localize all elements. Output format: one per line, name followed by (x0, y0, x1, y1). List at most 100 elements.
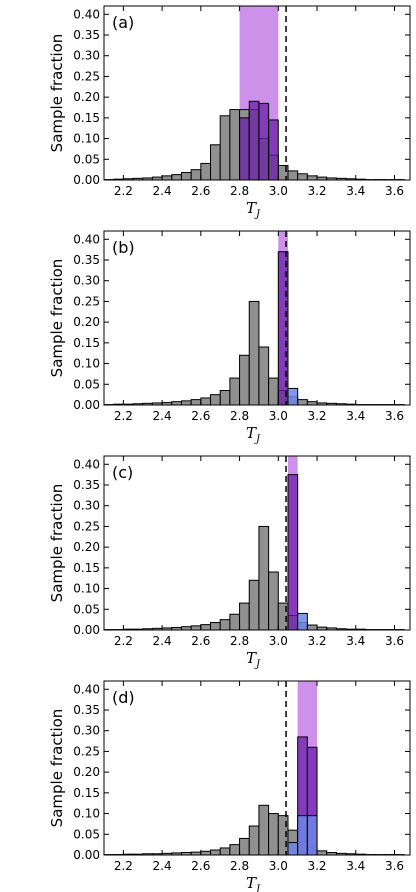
y-tick-label: 0.25 (73, 519, 100, 533)
y-tick-label: 0.20 (73, 540, 100, 554)
gray-bar (200, 850, 212, 856)
axes-frame (103, 455, 411, 631)
gray-bar (316, 850, 328, 856)
x-tick-label: 3.0 (269, 409, 288, 423)
purple-bar (287, 474, 299, 631)
x-tick-label: 3.0 (269, 634, 288, 648)
x-tick-label: 3.6 (385, 409, 404, 423)
gray-bar (219, 847, 231, 856)
panel-label: (b) (112, 238, 135, 257)
gray-bar (306, 624, 318, 631)
x-tick-label: 2.4 (153, 184, 172, 198)
gray-bar (200, 162, 212, 181)
blue-bar (297, 815, 308, 856)
gray-bar (190, 169, 202, 181)
y-tick-label: 0.00 (73, 848, 100, 862)
gray-bar (229, 377, 241, 406)
x-tick-label: 2.8 (230, 409, 249, 423)
x-tick-label: 2.8 (230, 859, 249, 873)
x-tick-label: 2.2 (114, 409, 133, 423)
axes-frame (103, 680, 411, 856)
x-tick-label: 2.2 (114, 859, 133, 873)
y-axis-label: Sample fraction (48, 709, 66, 828)
y-tick-label: 0.35 (73, 253, 100, 267)
y-tick-label: 0.25 (73, 744, 100, 758)
gray-bar (210, 622, 221, 631)
purple-bar (239, 117, 250, 181)
x-tick-label: 2.6 (191, 634, 210, 648)
gray-bar (258, 346, 270, 406)
gray-bar (219, 115, 231, 181)
gray-bar (239, 837, 250, 856)
gray-bar (219, 390, 231, 406)
gray-bar (219, 619, 231, 631)
gray-bar (171, 174, 182, 181)
y-tick-label: 0.10 (73, 132, 100, 146)
x-tick-label: 3.4 (346, 184, 365, 198)
purple-bar (258, 102, 270, 181)
y-tick-label: 0.05 (73, 377, 100, 391)
gray-bar (297, 399, 308, 406)
x-tick-label: 2.8 (230, 634, 249, 648)
gray-bar (268, 377, 279, 406)
panel-label: (d) (112, 688, 135, 707)
y-tick-label: 0.10 (73, 357, 100, 371)
y-tick-label: 0.30 (73, 274, 100, 288)
x-axis-label: TJ (246, 424, 261, 445)
x-tick-label: 3.2 (307, 859, 326, 873)
blue-bar (287, 387, 299, 406)
x-tick-label: 2.8 (230, 184, 249, 198)
gray-bar (297, 173, 308, 181)
x-tick-label: 2.4 (153, 859, 172, 873)
axes-frame (103, 5, 411, 181)
gray-bar (239, 354, 250, 406)
purple-bar (248, 100, 260, 181)
x-tick-label: 3.2 (307, 184, 326, 198)
x-tick-label: 2.6 (191, 859, 210, 873)
gray-bar (200, 397, 212, 406)
y-tick-label: 0.10 (73, 807, 100, 821)
y-tick-label: 0.15 (73, 786, 100, 800)
y-tick-label: 0.40 (73, 682, 100, 696)
y-tick-label: 0.00 (73, 398, 100, 412)
y-tick-label: 0.20 (73, 315, 100, 329)
gray-bar (180, 172, 192, 181)
gray-bar (287, 170, 299, 181)
y-tick-label: 0.25 (73, 69, 100, 83)
y-tick-label: 0.20 (73, 90, 100, 104)
y-tick-label: 0.40 (73, 232, 100, 246)
gray-bar (248, 579, 260, 631)
x-axis-label: TJ (246, 199, 261, 220)
y-tick-label: 0.00 (73, 623, 100, 637)
x-tick-label: 3.6 (385, 859, 404, 873)
blue-bar (287, 842, 299, 856)
x-tick-label: 2.6 (191, 184, 210, 198)
gray-bar (210, 849, 221, 856)
y-tick-label: 0.25 (73, 294, 100, 308)
gray-bar (268, 571, 279, 631)
y-axis-label: Sample fraction (48, 34, 66, 153)
y-tick-label: 0.15 (73, 561, 100, 575)
y-tick-label: 0.35 (73, 478, 100, 492)
gray-bar (190, 625, 202, 631)
x-tick-label: 3.4 (346, 409, 365, 423)
x-tick-label: 3.4 (346, 634, 365, 648)
x-tick-label: 3.0 (269, 859, 288, 873)
gray-bar (229, 844, 241, 856)
gray-bar (161, 175, 173, 181)
gray-bar (268, 813, 279, 856)
gray-bar (306, 175, 318, 181)
panel-b: 0.00 0.05 0.10 0.15 0.20 0.25 0.30 0.35 0.40 2.2 2… (48, 230, 411, 445)
x-tick-label: 2.6 (191, 409, 210, 423)
y-tick-label: 0.15 (73, 336, 100, 350)
y-tick-label: 0.30 (73, 49, 100, 63)
x-tick-label: 2.2 (114, 634, 133, 648)
gray-bar (229, 613, 241, 631)
gray-bar (258, 804, 270, 856)
axes-frame (103, 230, 411, 406)
gray-bar (210, 394, 221, 406)
y-tick-label: 0.10 (73, 582, 100, 596)
gray-bar (180, 400, 192, 406)
gray-bar (248, 300, 260, 406)
